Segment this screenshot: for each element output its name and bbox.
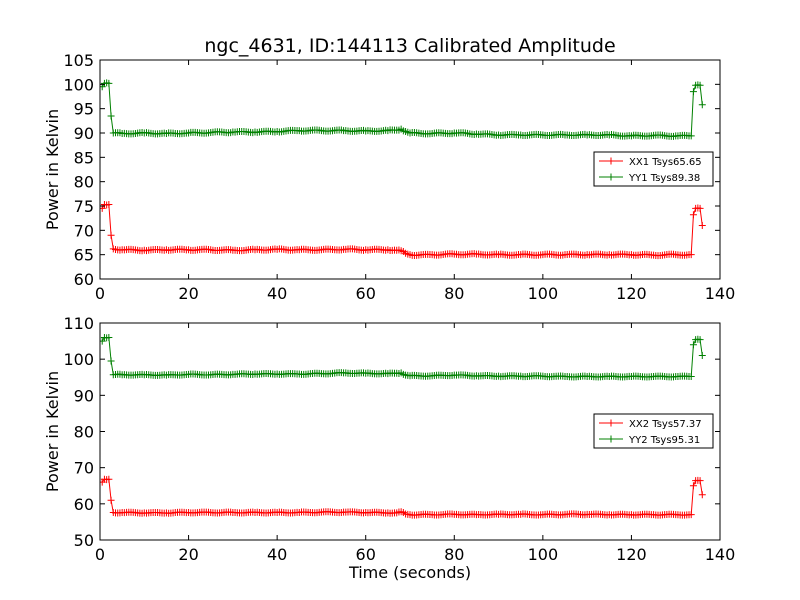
series-1-1 bbox=[100, 201, 706, 260]
y-tick-label: 65 bbox=[74, 246, 94, 265]
data-point bbox=[687, 511, 695, 519]
legend-marker bbox=[607, 435, 615, 443]
legend-marker bbox=[607, 173, 615, 181]
legend-box bbox=[593, 151, 714, 187]
data-point bbox=[689, 211, 697, 219]
series-2-1 bbox=[100, 475, 706, 519]
subplot-1: 0 20 40 60 80 100 120 140 60 65 70 75 80 85 90 95 100 105… bbox=[43, 35, 735, 303]
data-point bbox=[105, 201, 113, 209]
data-point bbox=[100, 337, 106, 345]
x-tick-label: 40 bbox=[267, 284, 287, 303]
y-tick-label: 110 bbox=[63, 314, 94, 333]
y-tick-label: 85 bbox=[74, 148, 94, 167]
data-point bbox=[687, 132, 695, 140]
data-point bbox=[689, 341, 697, 349]
y-tick-label: 60 bbox=[74, 270, 94, 289]
legend-box bbox=[593, 413, 714, 449]
data-point bbox=[696, 204, 704, 212]
data-point bbox=[696, 336, 704, 344]
y-tick-label: 50 bbox=[74, 531, 94, 550]
x-tick-label: 40 bbox=[267, 545, 287, 564]
y-tick-label: 100 bbox=[63, 75, 94, 94]
data-point bbox=[698, 101, 706, 109]
y-tick-label: 100 bbox=[63, 350, 94, 369]
x-axis-label: Time (seconds) bbox=[348, 563, 471, 582]
series-line bbox=[101, 336, 703, 378]
subplot-2: 0 20 40 60 80 100 120 140 50 60 70 80 90 100 110 Power … bbox=[43, 314, 735, 582]
data-point bbox=[698, 352, 706, 360]
data-point bbox=[107, 357, 115, 365]
y-axis-label: Power in Kelvin bbox=[43, 371, 62, 492]
data-point bbox=[687, 373, 695, 381]
data-point bbox=[698, 491, 706, 499]
y-tick-label: 80 bbox=[74, 423, 94, 442]
legend: XX2 Tsys57.37 YY2 Tsys95.31 bbox=[593, 413, 714, 449]
y-tick-label: 75 bbox=[74, 197, 94, 216]
x-tick-label: 60 bbox=[356, 545, 376, 564]
legend-label: XX2 Tsys57.37 bbox=[629, 419, 702, 430]
data-point bbox=[105, 79, 113, 87]
x-tick-label: 100 bbox=[528, 284, 559, 303]
data-point bbox=[696, 477, 704, 485]
chart-title: ngc_4631, ID:144113 Calibrated Amplitude bbox=[204, 35, 615, 57]
series-line bbox=[101, 478, 703, 516]
axes-frame bbox=[99, 59, 721, 280]
legend-marker bbox=[607, 157, 615, 165]
series-line bbox=[101, 203, 703, 257]
data-point bbox=[698, 221, 706, 229]
legend: XX1 Tsys65.65 YY1 Tsys89.38 bbox=[593, 151, 714, 187]
x-tick-label: 140 bbox=[705, 545, 736, 564]
x-tick-label: 100 bbox=[528, 545, 559, 564]
y-axis-label: Power in Kelvin bbox=[43, 109, 62, 230]
x-tick-label: 80 bbox=[444, 545, 464, 564]
y-tick-label: 95 bbox=[74, 100, 94, 119]
y-tick-label: 90 bbox=[74, 386, 94, 405]
series-line bbox=[101, 82, 703, 137]
data-point bbox=[107, 496, 115, 504]
y-tick-label: 90 bbox=[74, 124, 94, 143]
legend-label: YY1 Tsys89.38 bbox=[628, 173, 700, 184]
legend-marker bbox=[607, 419, 615, 427]
legend-label: YY2 Tsys95.31 bbox=[628, 435, 700, 446]
data-point bbox=[687, 251, 695, 259]
x-tick-label: 60 bbox=[356, 284, 376, 303]
x-tick-label: 20 bbox=[178, 545, 198, 564]
x-tick-label: 120 bbox=[616, 545, 647, 564]
x-tick-label: 140 bbox=[705, 284, 736, 303]
data-point bbox=[107, 231, 115, 239]
y-tick-label: 80 bbox=[74, 173, 94, 192]
y-tick-label: 70 bbox=[74, 221, 94, 240]
x-tick-label: 80 bbox=[444, 284, 464, 303]
x-tick-label: 120 bbox=[616, 284, 647, 303]
x-tick-label: 20 bbox=[178, 284, 198, 303]
data-point bbox=[696, 81, 704, 89]
series-2-2 bbox=[100, 333, 706, 381]
data-point bbox=[689, 88, 697, 96]
data-point bbox=[105, 333, 113, 341]
y-tick-label: 70 bbox=[74, 459, 94, 478]
x-tick-label: 0 bbox=[95, 545, 105, 564]
data-point bbox=[105, 475, 113, 483]
series-1-2 bbox=[100, 79, 706, 140]
legend-label: XX1 Tsys65.65 bbox=[629, 157, 702, 168]
y-tick-label: 60 bbox=[74, 495, 94, 514]
y-tick-label: 105 bbox=[63, 51, 94, 70]
data-point bbox=[689, 482, 697, 490]
data-point bbox=[107, 112, 115, 120]
x-tick-label: 0 bbox=[95, 284, 105, 303]
